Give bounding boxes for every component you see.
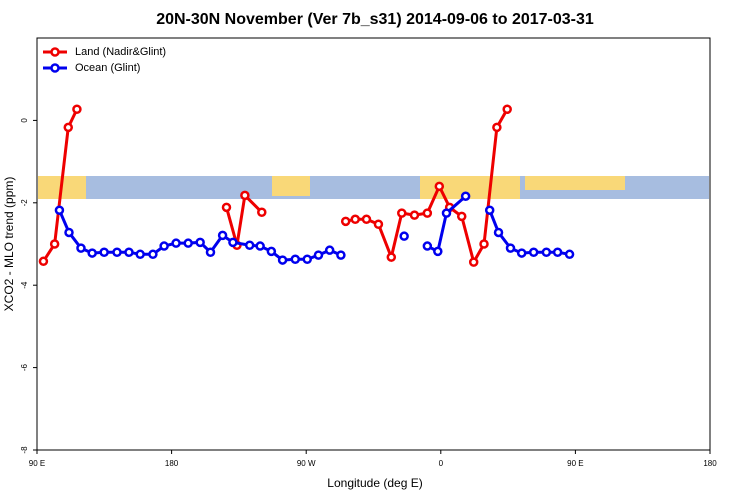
point bbox=[340, 216, 351, 227]
chart-title: 20N-30N November (Ver 7b_s31) 2014-09-06… bbox=[156, 11, 594, 28]
y-tick-label: -8 bbox=[20, 446, 29, 454]
y-tick-label: -6 bbox=[20, 363, 29, 371]
point bbox=[72, 104, 82, 115]
point bbox=[63, 122, 74, 133]
point bbox=[505, 243, 516, 253]
point bbox=[99, 247, 109, 257]
point bbox=[350, 214, 361, 225]
point bbox=[257, 207, 267, 218]
point bbox=[255, 241, 265, 251]
y-tick-label: -2 bbox=[20, 199, 29, 207]
point bbox=[493, 227, 504, 238]
point bbox=[541, 247, 552, 257]
x-tick-label: 0 bbox=[439, 459, 444, 468]
x-tick-label: 180 bbox=[165, 459, 179, 468]
point bbox=[205, 247, 216, 257]
point bbox=[528, 247, 539, 257]
point bbox=[433, 246, 443, 257]
point bbox=[159, 241, 169, 251]
point bbox=[422, 208, 433, 218]
point bbox=[441, 208, 452, 218]
y-tick-label: -4 bbox=[20, 281, 29, 289]
point bbox=[290, 254, 301, 264]
point bbox=[456, 211, 467, 222]
point bbox=[313, 250, 324, 260]
point bbox=[302, 254, 312, 264]
x-tick-label: 90 W bbox=[297, 459, 316, 468]
legend-label: Land (Nadir&Glint) bbox=[75, 46, 166, 58]
point bbox=[484, 205, 495, 215]
legend-label: Ocean (Glint) bbox=[75, 62, 140, 74]
point bbox=[397, 208, 407, 218]
point bbox=[460, 191, 471, 201]
point bbox=[386, 252, 397, 262]
point bbox=[361, 214, 372, 225]
point bbox=[373, 219, 384, 229]
point bbox=[54, 205, 65, 215]
point bbox=[552, 247, 563, 257]
point bbox=[112, 247, 122, 257]
point bbox=[564, 249, 575, 260]
point bbox=[409, 210, 420, 220]
point bbox=[217, 230, 228, 241]
point bbox=[221, 202, 232, 213]
x-axis-label: Longitude (deg E) bbox=[327, 476, 422, 490]
point bbox=[228, 237, 238, 248]
point bbox=[516, 248, 527, 258]
legend-marker bbox=[50, 47, 60, 57]
point bbox=[38, 256, 49, 267]
point bbox=[434, 181, 445, 192]
point bbox=[87, 248, 97, 258]
point bbox=[422, 241, 433, 251]
x-tick-label: 180 bbox=[703, 459, 717, 468]
point bbox=[502, 104, 512, 115]
y-axis-label: XCO2 - MLO trend (ppm) bbox=[2, 177, 16, 312]
point bbox=[183, 238, 193, 248]
point bbox=[479, 239, 489, 249]
point bbox=[171, 238, 181, 248]
point bbox=[240, 190, 250, 201]
map-strip bbox=[38, 176, 709, 199]
x-tick-label: 90 E bbox=[567, 459, 583, 468]
point bbox=[49, 239, 60, 249]
plot-frame bbox=[36, 37, 711, 451]
point bbox=[336, 250, 346, 260]
x-tick-label: 90 E bbox=[29, 459, 45, 468]
series-line bbox=[58, 195, 570, 262]
point bbox=[266, 246, 277, 257]
point bbox=[399, 231, 409, 241]
point bbox=[195, 237, 205, 248]
point bbox=[135, 249, 145, 260]
point bbox=[492, 122, 502, 133]
point bbox=[124, 247, 134, 257]
point bbox=[468, 257, 479, 267]
point bbox=[148, 249, 158, 260]
legend-marker bbox=[50, 63, 60, 73]
point bbox=[76, 243, 86, 253]
point bbox=[277, 255, 288, 265]
point bbox=[244, 240, 255, 250]
point bbox=[64, 227, 74, 238]
point bbox=[324, 245, 335, 255]
y-tick-label: 0 bbox=[20, 118, 29, 123]
